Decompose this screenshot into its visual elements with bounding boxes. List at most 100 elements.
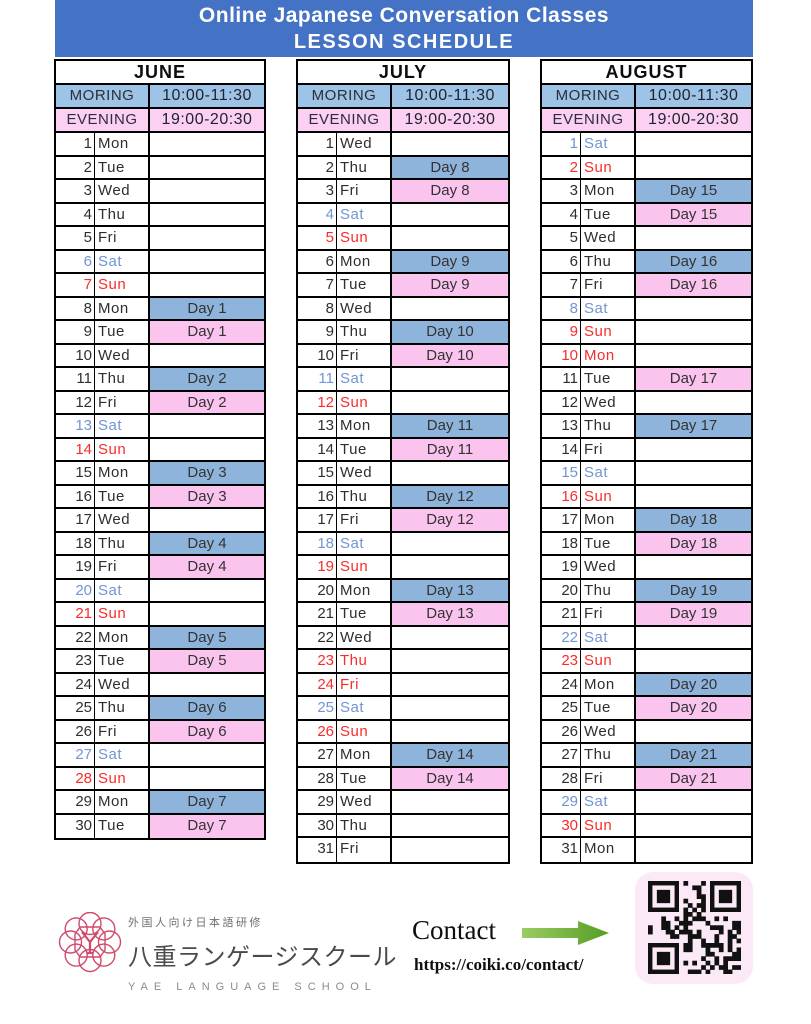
- day-number: 30: [542, 814, 581, 836]
- day-row: 17 Wed: [56, 509, 264, 533]
- lesson-cell: Day 12: [392, 509, 508, 531]
- lesson-cell: Day 18: [636, 532, 751, 554]
- day-number: 18: [542, 532, 581, 554]
- day-number: 23: [56, 650, 95, 672]
- empty-lesson-cell: [150, 509, 264, 531]
- day-number: 20: [56, 579, 95, 601]
- empty-lesson-cell: [392, 533, 508, 555]
- day-row: 16 Sun: [542, 485, 751, 509]
- day-number: 11: [542, 368, 581, 390]
- session-row-morning: MORING 10:00-11:30: [298, 85, 508, 109]
- day-number: 1: [542, 133, 581, 155]
- day-number: 6: [56, 250, 95, 272]
- day-number: 14: [298, 438, 337, 460]
- day-number: 21: [298, 603, 337, 625]
- day-number: 11: [56, 368, 95, 390]
- weekday-label: Thu: [95, 368, 150, 390]
- day-row: 24 Wed: [56, 673, 264, 697]
- session-time: 10:00-11:30: [648, 87, 739, 104]
- lesson-cell: Day 19: [636, 603, 751, 625]
- weekday-label: Thu: [95, 697, 150, 719]
- empty-lesson-cell: [150, 744, 264, 766]
- day-row: 18 Tue Day 18: [542, 532, 751, 556]
- day-number: 21: [542, 603, 581, 625]
- day-number: 11: [298, 368, 337, 390]
- weekday-label: Mon: [95, 133, 150, 155]
- day-number: 5: [542, 227, 581, 249]
- weekday-label: Fri: [95, 391, 150, 413]
- empty-lesson-cell: [150, 415, 264, 437]
- empty-lesson-cell: [392, 462, 508, 484]
- weekday-label: Sun: [337, 391, 392, 413]
- weekday-label: Sun: [581, 156, 636, 178]
- day-number: 19: [56, 556, 95, 578]
- day-number: 28: [542, 767, 581, 789]
- day-number: 28: [298, 767, 337, 789]
- weekday-label: Fri: [581, 438, 636, 460]
- day-row: 1 Wed: [298, 133, 508, 157]
- empty-lesson-cell: [150, 603, 264, 625]
- day-number: 7: [56, 274, 95, 296]
- day-number: 13: [298, 415, 337, 437]
- day-number: 23: [542, 650, 581, 672]
- lesson-cell: Day 12: [392, 485, 508, 507]
- weekday-label: Tue: [337, 274, 392, 296]
- lesson-cell: Day 16: [636, 274, 751, 296]
- day-row: 5 Sun: [298, 227, 508, 251]
- weekday-label: Fri: [581, 603, 636, 625]
- lesson-cell: Day 8: [392, 180, 508, 202]
- session-time: 19:00-20:30: [648, 111, 739, 128]
- lesson-cell: Day 5: [150, 626, 264, 648]
- weekday-label: Sat: [337, 368, 392, 390]
- day-row: 6 Sat: [56, 250, 264, 274]
- day-row: 4 Tue Day 15: [542, 203, 751, 227]
- day-number: 30: [298, 814, 337, 836]
- day-row: 4 Thu: [56, 203, 264, 227]
- weekday-label: Mon: [337, 250, 392, 272]
- day-number: 26: [542, 720, 581, 742]
- flyer-title: Online Japanese Conversation Classes: [198, 3, 610, 27]
- weekday-label: Mon: [581, 344, 636, 366]
- day-number: 30: [56, 814, 95, 838]
- day-row: 19 Sun: [298, 556, 508, 580]
- day-number: 10: [298, 344, 337, 366]
- empty-lesson-cell: [150, 580, 264, 602]
- weekday-label: Thu: [337, 485, 392, 507]
- empty-lesson-cell: [636, 791, 751, 813]
- day-row: 8 Sat: [542, 297, 751, 321]
- empty-lesson-cell: [392, 791, 508, 813]
- day-row: 18 Thu Day 4: [56, 532, 264, 556]
- lesson-cell: Day 20: [636, 697, 751, 719]
- empty-lesson-cell: [636, 392, 751, 414]
- day-row: 29 Mon Day 7: [56, 791, 264, 815]
- weekday-label: Thu: [581, 744, 636, 766]
- contact-url-link[interactable]: https://coiki.co/contact/: [414, 955, 584, 974]
- day-row: 14 Sun: [56, 438, 264, 462]
- day-number: 15: [56, 462, 95, 484]
- weekday-label: Sun: [581, 485, 636, 507]
- qr-code: [635, 872, 753, 984]
- day-row: 11 Sat: [298, 368, 508, 392]
- day-number: 5: [56, 227, 95, 249]
- day-number: 14: [56, 438, 95, 460]
- day-row: 10 Fri Day 10: [298, 344, 508, 368]
- empty-lesson-cell: [636, 815, 751, 837]
- empty-lesson-cell: [150, 251, 264, 273]
- empty-lesson-cell: [392, 838, 508, 862]
- day-number: 22: [56, 626, 95, 648]
- day-row: 16 Tue Day 3: [56, 485, 264, 509]
- day-row: 29 Wed: [298, 791, 508, 815]
- day-number: 17: [56, 509, 95, 531]
- month-table-july: JULY MORING 10:00-11:30 EVENING 19:00-20:30 1…: [296, 59, 510, 864]
- session-time: 19:00-20:30: [404, 111, 496, 128]
- lesson-cell: Day 6: [150, 720, 264, 742]
- day-row: 9 Sun: [542, 321, 751, 345]
- empty-lesson-cell: [392, 650, 508, 672]
- lesson-cell: Day 11: [392, 415, 508, 437]
- weekday-label: Wed: [581, 391, 636, 413]
- lesson-cell: Day 3: [150, 462, 264, 484]
- day-number: 13: [56, 415, 95, 437]
- lesson-cell: Day 1: [150, 297, 264, 319]
- lesson-cell: Day 19: [636, 579, 751, 601]
